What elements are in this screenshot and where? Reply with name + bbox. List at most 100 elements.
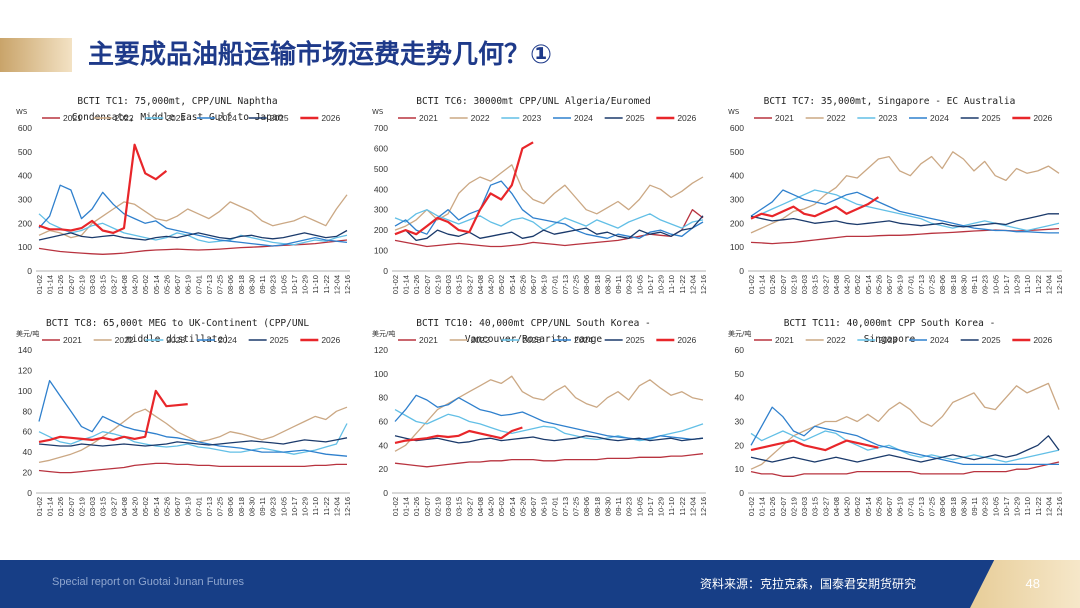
chart-title-line: middle distillate) [126, 334, 229, 345]
x-tick-label: 03-27 [109, 275, 118, 294]
x-tick-label: 05-26 [518, 497, 527, 516]
x-tick-label: 11-22 [678, 275, 687, 294]
x-tick-label: 12-16 [343, 275, 352, 294]
legend-label: 2021 [775, 113, 794, 123]
x-tick-label: 10-17 [1002, 275, 1011, 294]
chart-svg: BCTI TC10: 40,000mt CPP/UNL South Korea … [372, 318, 708, 516]
chart-title-line: BCTI TC6: 30000mt CPP/UNL Algeria/Eurome… [416, 96, 651, 107]
x-tick-label: 02-19 [433, 497, 442, 516]
x-tick-label: 01-02 [747, 275, 756, 294]
x-tick-label: 05-02 [497, 497, 506, 516]
y-axis-unit: WS [372, 108, 384, 116]
series-line-2023 [394, 409, 704, 442]
y-tick-label: 600 [730, 123, 744, 133]
y-tick-label: 500 [730, 147, 744, 157]
legend-label: 2025 [270, 335, 289, 345]
y-tick-label: 20 [735, 440, 745, 450]
y-tick-label: 80 [23, 406, 33, 416]
x-tick-label: 07-13 [205, 275, 214, 294]
x-tick-label: 07-01 [906, 275, 915, 294]
x-tick-label: 09-11 [970, 275, 979, 294]
y-tick-label: 0 [27, 488, 32, 498]
x-tick-label: 03-03 [88, 275, 97, 294]
y-tick-label: 500 [18, 147, 32, 157]
y-tick-label: 20 [23, 468, 33, 478]
x-tick-label: 09-11 [258, 497, 267, 516]
series-line-2025 [394, 435, 704, 444]
x-tick-label: 07-25 [928, 497, 937, 516]
x-tick-label: 11-10 [667, 275, 676, 294]
x-tick-label: 01-14 [46, 275, 55, 294]
x-tick-label: 09-11 [258, 275, 267, 294]
x-tick-label: 11-22 [1034, 497, 1043, 516]
y-tick-label: 40 [379, 440, 389, 450]
x-tick-label: 07-01 [194, 275, 203, 294]
y-tick-label: 10 [735, 464, 745, 474]
x-tick-label: 02-07 [423, 275, 432, 294]
legend-label: 2022 [827, 113, 846, 123]
legend-label: 2022 [471, 113, 490, 123]
x-tick-label: 01-02 [35, 275, 44, 294]
x-tick-label: 03-03 [444, 497, 453, 516]
x-tick-label: 10-29 [1013, 275, 1022, 294]
series-line-2022 [750, 151, 1060, 234]
x-tick-label: 03-15 [455, 275, 464, 294]
series-line-2026 [38, 389, 188, 443]
x-tick-label: 07-13 [205, 497, 214, 516]
x-tick-label: 08-30 [603, 497, 612, 516]
series-line-2023 [38, 423, 348, 455]
x-tick-label: 05-02 [853, 497, 862, 516]
chart-title-line: BCTI TC7: 35,000mt, Singapore - EC Austr… [764, 96, 1016, 107]
x-tick-label: 09-23 [625, 497, 634, 516]
x-tick-label: 07-25 [216, 275, 225, 294]
x-tick-label: 04-08 [476, 497, 485, 516]
legend-label: 2025 [626, 113, 645, 123]
series-line-2023 [38, 213, 348, 246]
x-tick-label: 01-14 [758, 497, 767, 516]
legend-label: 2021 [419, 335, 438, 345]
x-tick-label: 12-04 [688, 275, 697, 294]
y-tick-label: 0 [739, 266, 744, 276]
x-tick-label: 04-20 [131, 497, 140, 516]
x-tick-label: 04-20 [131, 275, 140, 294]
x-tick-label: 10-05 [991, 275, 1000, 294]
chart-title-line: BCTI TC8: 65,000t MEG to UK-Continent (C… [46, 318, 309, 329]
y-tick-label: 60 [23, 427, 33, 437]
x-tick-label: 05-02 [141, 275, 150, 294]
series-line-2026 [750, 439, 879, 452]
series-line-2023 [394, 209, 704, 231]
x-tick-label: 05-14 [152, 275, 161, 294]
y-tick-label: 300 [18, 195, 32, 205]
chart-title-line: Condensate, Middle East Gulf to Japan [72, 112, 284, 123]
x-tick-label: 08-30 [247, 275, 256, 294]
x-tick-label: 10-05 [635, 497, 644, 516]
page-title: 主要成品油船运输市场运费走势几何？① [88, 40, 553, 70]
y-tick-label: 700 [374, 123, 388, 133]
series-line-2022 [38, 194, 348, 239]
x-tick-label: 09-11 [614, 497, 623, 516]
y-tick-label: 0 [739, 488, 744, 498]
y-tick-label: 600 [18, 123, 32, 133]
x-tick-label: 04-08 [832, 275, 841, 294]
y-tick-label: 100 [18, 386, 32, 396]
series-line-2022 [750, 382, 1060, 470]
y-tick-label: 200 [18, 218, 32, 228]
legend-label: 2023 [522, 113, 541, 123]
x-tick-label: 08-18 [237, 275, 246, 294]
x-tick-label: 01-14 [402, 497, 411, 516]
y-tick-label: 60 [735, 345, 745, 355]
x-tick-label: 08-30 [603, 275, 612, 294]
y-tick-label: 200 [730, 218, 744, 228]
y-tick-label: 600 [374, 143, 388, 153]
series-line-2026 [38, 143, 168, 234]
x-tick-label: 02-07 [779, 275, 788, 294]
x-tick-label: 05-02 [141, 497, 150, 516]
legend-label: 2025 [982, 335, 1001, 345]
x-tick-label: 12-04 [332, 275, 341, 294]
x-tick-label: 04-20 [487, 497, 496, 516]
page-number: 48 [1025, 576, 1040, 591]
y-tick-label: 20 [379, 464, 389, 474]
x-tick-label: 01-02 [391, 497, 400, 516]
legend-label: 2022 [827, 335, 846, 345]
legend-label: 2025 [982, 113, 1001, 123]
